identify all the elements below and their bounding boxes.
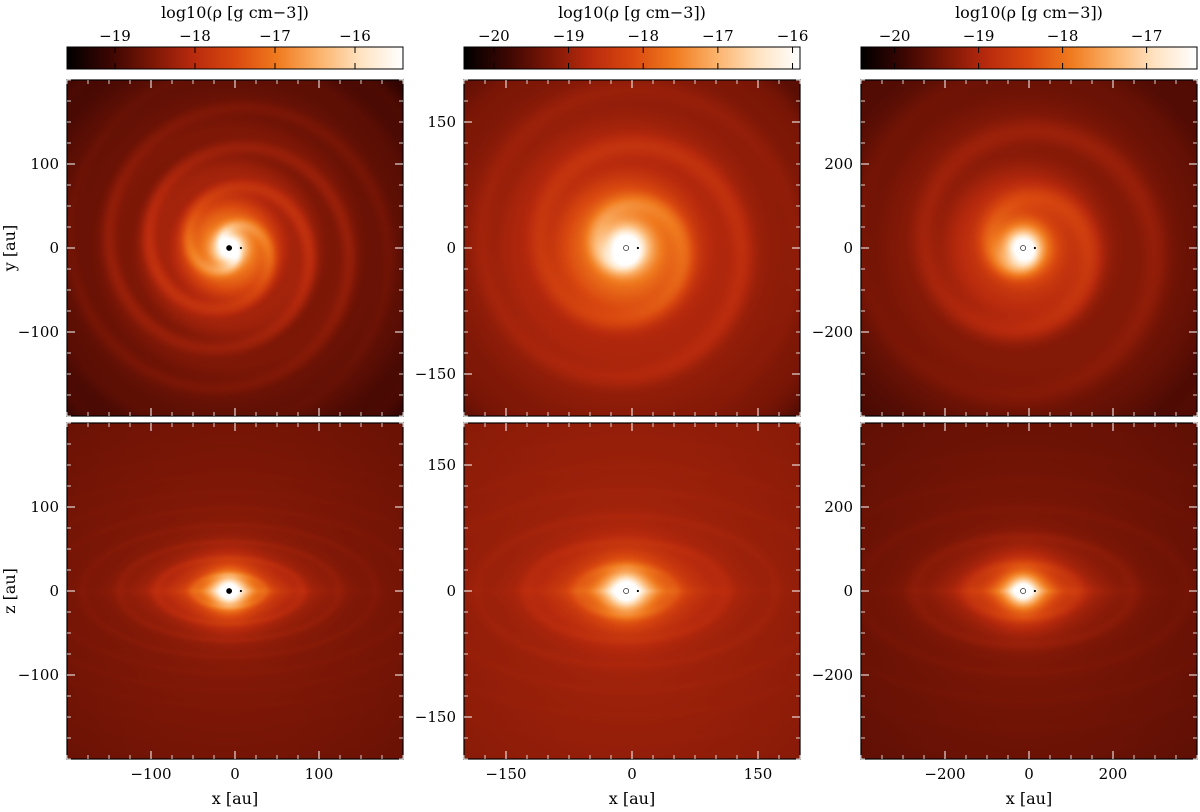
y-tick-label: 0 (446, 239, 456, 257)
colorbar-label: log10(ρ [g cm−3]) (955, 3, 1103, 22)
density-map (464, 423, 800, 759)
x-tick-label: 0 (230, 765, 240, 783)
colorbar-tick-label: −18 (1047, 27, 1079, 45)
colorbar-tick-label: −16 (777, 27, 809, 45)
x-axis-label: x [au] (212, 789, 258, 808)
y-axis-label: y [au] (0, 225, 19, 272)
colorbar-label: log10(ρ [g cm−3]) (558, 3, 706, 22)
colorbar-tick-label: −20 (478, 27, 510, 45)
companion-star (239, 589, 242, 593)
density-map (464, 80, 800, 416)
density-panels (67, 80, 1197, 759)
panel-axes: −100 0 100 −100 0 100 x [au] z [au] (0, 422, 404, 808)
colorbar-tick-label: −16 (339, 27, 371, 45)
x-tick-label: 0 (1024, 765, 1034, 783)
density-map (67, 80, 403, 416)
colorbar-tick-label: −19 (99, 27, 131, 45)
colorbar-gradient (66, 46, 404, 70)
primary-star (623, 588, 630, 594)
colorbar-tick-label: −19 (963, 27, 995, 45)
colorbar-tick-label: −19 (553, 27, 585, 45)
y-tick-label: 0 (843, 582, 853, 600)
y-axis-label: z [au] (0, 568, 19, 614)
panel-axes: −100 0 100 y [au] (0, 79, 404, 417)
companion-star (1033, 246, 1036, 250)
x-tick-label: 200 (1099, 765, 1128, 783)
primary-star (1020, 588, 1027, 594)
companion-star (1033, 589, 1036, 593)
colorbar-3: log10(ρ [g cm−3]) −20 −19 −18 −17 (860, 3, 1198, 70)
x-tick-label: 150 (744, 765, 773, 783)
y-tick-label: 100 (30, 155, 59, 173)
y-tick-label: −100 (18, 323, 59, 341)
panel-axes: −200 0 200 (812, 79, 1198, 417)
y-tick-label: 150 (427, 113, 456, 131)
x-tick-label: −200 (924, 765, 965, 783)
colorbar-label: log10(ρ [g cm−3]) (161, 3, 309, 22)
primary-star (1020, 245, 1027, 251)
y-tick-label: 100 (30, 498, 59, 516)
density-map (861, 80, 1197, 416)
colorbar-gradient (860, 46, 1198, 70)
density-map (861, 423, 1197, 759)
companion-star (239, 246, 242, 250)
x-tick-label: 100 (305, 765, 334, 783)
colorbar-tick-label: −17 (1131, 27, 1163, 45)
panel-axes: −150 0 150 (415, 79, 801, 417)
primary-star (226, 588, 233, 594)
y-tick-label: 0 (49, 582, 59, 600)
panel-edge-on-3 (861, 423, 1197, 759)
axes: −100 0 100 y [au] −100 0 100 −100 0 100 x [au] z [a… (0, 79, 1198, 808)
panel-face-on-1 (67, 80, 403, 416)
y-tick-label: 200 (824, 155, 853, 173)
colorbar-1: log10(ρ [g cm−3]) −19 −18 −17 −16 (66, 3, 404, 70)
density-map (67, 423, 403, 759)
panel-edge-on-2 (464, 423, 800, 759)
colorbar-tick-label: −20 (879, 27, 911, 45)
colorbar-tick-label: −18 (627, 27, 659, 45)
y-tick-label: −200 (812, 666, 853, 684)
colorbar-gradient (463, 46, 801, 70)
colorbar-tick-label: −18 (179, 27, 211, 45)
panel-edge-on-1 (67, 423, 403, 759)
panel-axes: −150 0 150 −150 0 150 x [au] (415, 422, 801, 808)
x-tick-label: −100 (130, 765, 171, 783)
y-tick-label: 0 (843, 239, 853, 257)
y-tick-label: −100 (18, 666, 59, 684)
x-axis-label: x [au] (1006, 789, 1052, 808)
panel-axes: −200 0 200 −200 0 200 x [au] (812, 422, 1198, 808)
panel-face-on-2 (464, 80, 800, 416)
primary-star (226, 245, 233, 251)
primary-star (623, 245, 630, 251)
colorbar-tick-label: −17 (259, 27, 291, 45)
y-tick-label: −200 (812, 323, 853, 341)
x-tick-label: 0 (627, 765, 637, 783)
x-axis-label: x [au] (609, 789, 655, 808)
y-tick-label: 200 (824, 498, 853, 516)
colorbar-tick-label: −17 (702, 27, 734, 45)
y-tick-label: −150 (415, 708, 456, 726)
panel-face-on-3 (861, 80, 1197, 416)
companion-star (636, 246, 639, 250)
companion-star (636, 589, 639, 593)
y-tick-label: 150 (427, 456, 456, 474)
x-tick-label: −150 (485, 765, 526, 783)
colorbar-2: log10(ρ [g cm−3]) −20 −19 −18 −17 −16 (463, 3, 809, 70)
y-tick-label: 0 (446, 582, 456, 600)
y-tick-label: 0 (49, 239, 59, 257)
y-tick-label: −150 (415, 365, 456, 383)
